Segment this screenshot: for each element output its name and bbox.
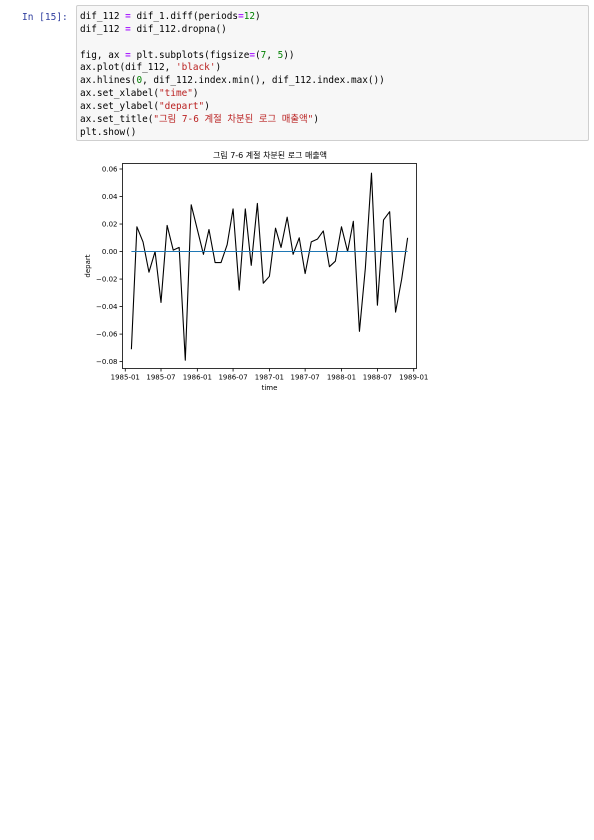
code-token: ))	[283, 49, 295, 61]
code-token: ax.set_title(	[80, 113, 154, 125]
code-line: ax.set_title("그림 7-6 계절 차분된 로그 매출액")	[80, 114, 319, 125]
code-token: (	[255, 49, 261, 61]
code-token: 0	[136, 75, 143, 87]
code-token: plt.subplots(figsize	[130, 49, 250, 61]
input-prompt: In [15]:	[22, 12, 68, 23]
code-token: 5	[277, 49, 284, 61]
code-token: , dif_112.index.min(), dif_112.index.max…	[142, 75, 385, 87]
x-tick-label: 1987-01	[255, 374, 284, 382]
code-token: 7	[260, 49, 267, 61]
y-tick-label: −0.06	[96, 331, 118, 339]
y-tick-label: 0.00	[102, 248, 118, 256]
x-tick-label: 1988-01	[327, 374, 356, 382]
code-token: 'black'	[175, 62, 216, 74]
code-line: dif_112 = dif_1.diff(periods=12)	[80, 11, 261, 22]
code-line: fig, ax = plt.subplots(figsize=(7, 5))	[80, 50, 295, 61]
code-token: =	[238, 11, 244, 22]
code-token: 12	[243, 11, 256, 22]
code-token: ax.set_ylabel(	[80, 100, 160, 112]
code-input-area[interactable]: dif_112 = dif_1.diff(periods=12) dif_112…	[76, 5, 589, 141]
code-token: =	[125, 49, 131, 61]
code-token: dif_1.diff(periods	[130, 11, 239, 22]
y-tick-label: −0.02	[96, 276, 117, 284]
code-line: ax.set_ylabel("depart")	[80, 101, 210, 112]
x-tick-label: 1986-07	[218, 374, 247, 382]
x-tick-label: 1988-07	[363, 374, 392, 382]
code-token: ax.set_xlabel(	[80, 88, 160, 100]
code-token: dif_112	[80, 11, 126, 22]
code-token: )	[192, 88, 199, 100]
x-tick-label: 1986-01	[183, 374, 212, 382]
x-tick-label: 1989-01	[399, 374, 428, 382]
x-tick-label: 1985-07	[146, 374, 175, 382]
code-token: ax.plot(dif_112,	[80, 62, 176, 74]
y-axis-label: depart	[84, 254, 92, 277]
code-token: )	[204, 100, 210, 112]
chart-title: 그림 7-6 계절 차분된 로그 매출액	[213, 150, 327, 160]
y-tick-label: 0.02	[102, 221, 118, 229]
x-axis-label: time	[262, 384, 278, 392]
code-token: "그림 7-6 계절 차분된 로그 매출액"	[153, 113, 314, 125]
code-token: "time"	[159, 88, 193, 100]
y-tick-label: −0.04	[96, 303, 118, 311]
code-line: ax.hlines(0, dif_112.index.min(), dif_11…	[80, 75, 385, 86]
code-line: ax.set_xlabel("time")	[80, 88, 199, 99]
x-tick-label: 1985-01	[111, 374, 140, 382]
output-area: 그림 7-6 계절 차분된 로그 매출액 0.06 0.04 0.02 0.00 −0.…	[76, 146, 589, 406]
code-token: "depart"	[159, 100, 205, 112]
code-token: =	[125, 11, 131, 22]
code-token: =	[249, 49, 255, 61]
code-token: fig, ax	[80, 49, 126, 61]
code-line: ax.plot(dif_112, 'black')	[80, 62, 221, 73]
x-tick-label: 1987-07	[291, 374, 320, 382]
line-chart: 그림 7-6 계절 차분된 로그 매출액 0.06 0.04 0.02 0.00 −0.…	[84, 150, 428, 392]
code-token: plt.show()	[80, 126, 137, 138]
y-tick-label: 0.04	[102, 193, 118, 201]
code-token: dif_112.dropna()	[130, 23, 227, 35]
code-editor[interactable]: dif_112 = dif_1.diff(periods=12) dif_112…	[80, 11, 385, 139]
y-tick-label: 0.06	[102, 166, 118, 174]
code-line: dif_112 = dif_112.dropna()	[80, 24, 227, 35]
series-line	[130, 172, 409, 361]
code-token: dif_112	[80, 23, 126, 35]
code-token: )	[313, 113, 319, 125]
code-token: ,	[266, 49, 278, 61]
code-token: ax.hlines(	[80, 75, 137, 87]
y-tick-label: −0.08	[96, 358, 117, 366]
code-token: )	[255, 11, 261, 22]
code-line: plt.show()	[80, 127, 136, 138]
code-token: )	[215, 62, 222, 74]
code-token: =	[125, 23, 131, 35]
